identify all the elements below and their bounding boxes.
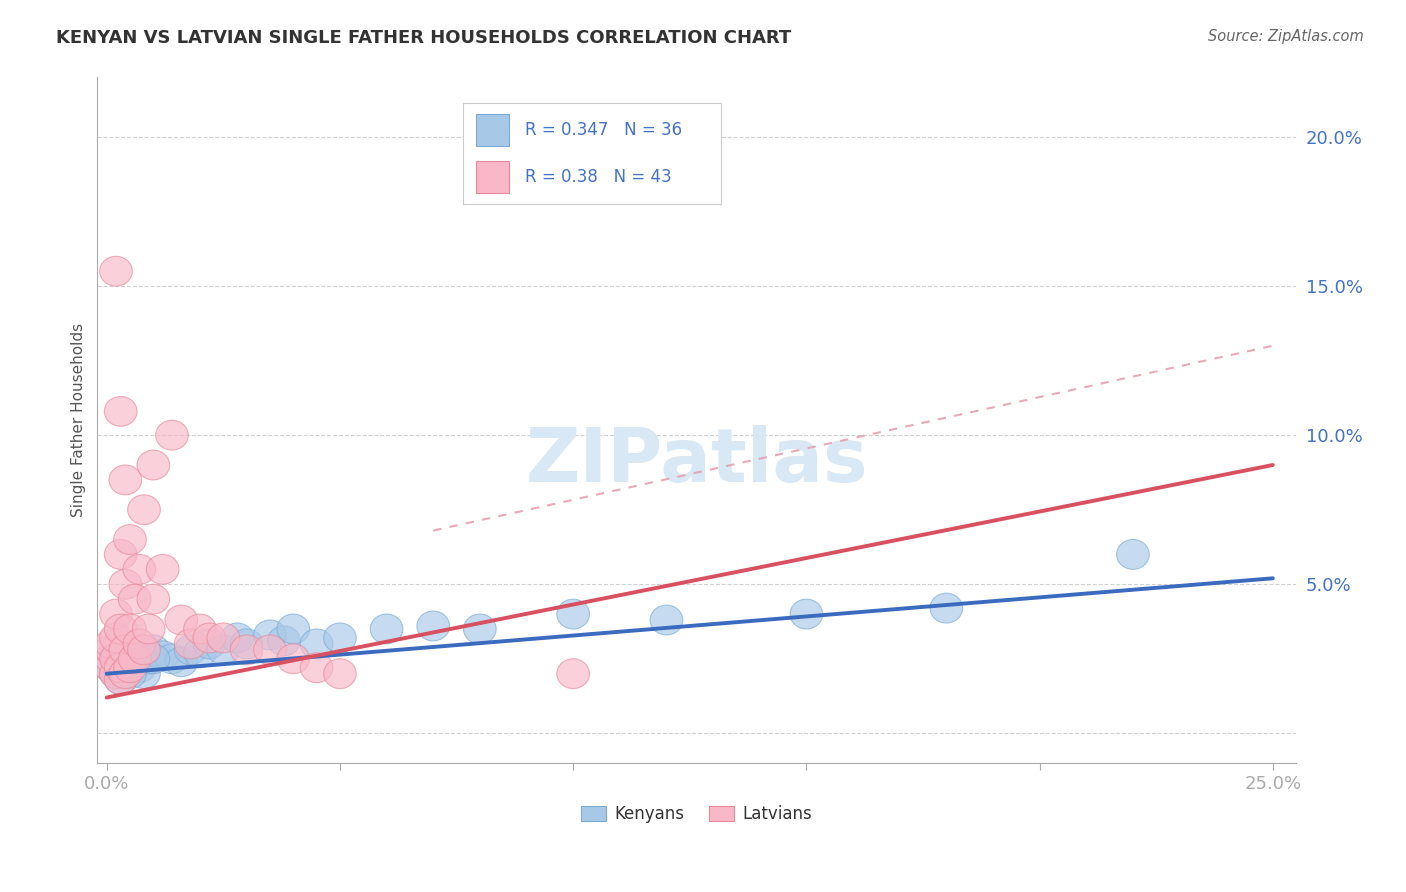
Ellipse shape [193,623,225,653]
Ellipse shape [193,629,225,659]
Ellipse shape [1116,540,1149,569]
Ellipse shape [100,644,132,673]
Ellipse shape [650,605,683,635]
Ellipse shape [207,623,239,653]
Ellipse shape [253,635,287,665]
Ellipse shape [100,599,132,629]
Ellipse shape [104,614,136,644]
Ellipse shape [156,644,188,673]
Ellipse shape [156,420,188,450]
Ellipse shape [323,659,356,689]
Ellipse shape [267,626,301,656]
Ellipse shape [122,555,156,584]
Ellipse shape [136,644,170,673]
Ellipse shape [118,644,150,673]
Ellipse shape [253,620,287,650]
Ellipse shape [416,611,450,640]
Legend: Kenyans, Latvians: Kenyans, Latvians [581,805,813,823]
Ellipse shape [122,653,156,682]
Ellipse shape [184,638,217,668]
Ellipse shape [557,659,589,689]
Ellipse shape [114,659,146,689]
Y-axis label: Single Father Households: Single Father Households [72,323,86,517]
Text: ZIPatlas: ZIPatlas [526,425,868,498]
Ellipse shape [96,635,128,665]
Ellipse shape [132,614,165,644]
Ellipse shape [165,647,198,677]
Ellipse shape [136,584,170,614]
Ellipse shape [100,623,132,653]
Ellipse shape [104,396,136,426]
Ellipse shape [104,665,136,695]
Ellipse shape [114,524,146,555]
Ellipse shape [96,629,128,659]
Ellipse shape [100,256,132,286]
Ellipse shape [128,495,160,524]
Ellipse shape [114,653,146,682]
Ellipse shape [96,653,128,682]
Ellipse shape [277,644,309,673]
Ellipse shape [136,450,170,480]
Ellipse shape [231,635,263,665]
Ellipse shape [929,593,963,623]
Ellipse shape [174,635,207,665]
Ellipse shape [110,465,142,495]
Ellipse shape [100,659,132,689]
Ellipse shape [184,614,217,644]
Ellipse shape [104,665,136,695]
Ellipse shape [221,623,253,653]
Ellipse shape [104,653,136,682]
Ellipse shape [136,635,170,665]
Ellipse shape [165,605,198,635]
Ellipse shape [110,659,142,689]
Ellipse shape [100,644,132,673]
Ellipse shape [122,629,156,659]
Ellipse shape [207,635,239,665]
Ellipse shape [231,629,263,659]
Ellipse shape [128,659,160,689]
Ellipse shape [110,635,142,665]
Ellipse shape [146,555,179,584]
Ellipse shape [118,640,150,671]
Ellipse shape [110,656,142,686]
Ellipse shape [146,640,179,671]
Ellipse shape [104,540,136,569]
Ellipse shape [96,644,128,673]
Ellipse shape [114,647,146,677]
Ellipse shape [301,629,333,659]
Text: Source: ZipAtlas.com: Source: ZipAtlas.com [1208,29,1364,44]
Ellipse shape [370,614,404,644]
Ellipse shape [277,614,309,644]
Ellipse shape [96,653,128,682]
Ellipse shape [464,614,496,644]
Ellipse shape [100,659,132,689]
Text: KENYAN VS LATVIAN SINGLE FATHER HOUSEHOLDS CORRELATION CHART: KENYAN VS LATVIAN SINGLE FATHER HOUSEHOL… [56,29,792,46]
Ellipse shape [132,644,165,673]
Ellipse shape [110,569,142,599]
Ellipse shape [118,584,150,614]
Ellipse shape [790,599,823,629]
Ellipse shape [557,599,589,629]
Ellipse shape [128,635,160,665]
Ellipse shape [114,614,146,644]
Ellipse shape [323,623,356,653]
Ellipse shape [301,653,333,682]
Ellipse shape [104,650,136,680]
Ellipse shape [174,629,207,659]
